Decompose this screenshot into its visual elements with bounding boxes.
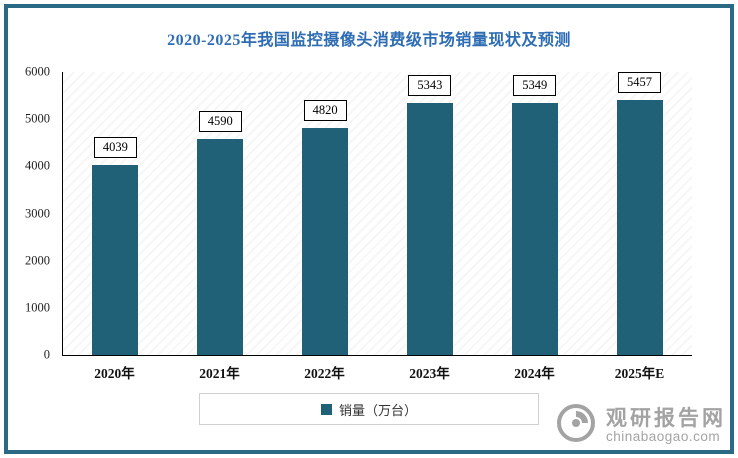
x-axis-label: 2020年: [94, 366, 135, 381]
watermark-logo-icon: [554, 401, 598, 450]
y-tick-label: 4000: [25, 158, 50, 173]
y-axis-ticks: 0 1000 2000 3000 4000 5000 6000: [0, 65, 58, 362]
legend-label: 销量（万台）: [338, 402, 417, 418]
bar-group: 5457: [587, 72, 692, 355]
bar: [616, 100, 663, 355]
bar-group: 4820: [273, 72, 378, 355]
y-tick-label: 5000: [25, 111, 50, 126]
bar-value-label: 4820: [303, 99, 347, 121]
bar: [302, 127, 349, 355]
chart-frame: [4, 4, 734, 454]
bar-group: 4590: [168, 72, 273, 355]
legend-swatch: [320, 403, 332, 415]
x-axis-label: 2025年E: [614, 366, 665, 381]
y-tick-label: 0: [43, 347, 50, 362]
chart-title: 2020-2025年我国监控摄像头消费级市场销量现状及预测: [167, 32, 571, 49]
x-axis-label: 2024年: [514, 366, 555, 381]
plot-area: 4039 4590 4820 5343 5349 5457: [62, 72, 692, 356]
bar: [92, 164, 139, 355]
y-tick-label: 6000: [25, 64, 50, 79]
y-tick-label: 2000: [25, 253, 50, 268]
y-tick-label: 1000: [25, 300, 50, 315]
bar-value-label: 5457: [618, 72, 662, 93]
bar-group: 5349: [482, 72, 587, 355]
bar-group: 4039: [63, 72, 168, 355]
x-axis-labels: 2020年 2021年 2022年 2023年 2024年 2025年E: [62, 362, 692, 382]
bar-value-label: 4590: [198, 110, 242, 132]
bar-value-label: 5343: [408, 75, 452, 96]
legend: 销量（万台）: [199, 393, 539, 425]
watermark-text: 观研报告网 chinabaogao.com: [606, 405, 726, 445]
bar-value-label: 5349: [513, 74, 557, 96]
x-axis-label: 2022年: [304, 366, 345, 381]
y-tick-label: 3000: [25, 206, 50, 220]
watermark: 观研报告网 chinabaogao.com: [554, 401, 726, 450]
x-axis-label: 2021年: [199, 366, 240, 381]
watermark-domain: chinabaogao.com: [606, 428, 721, 444]
x-axis-label: 2023年: [409, 366, 450, 381]
watermark-brand: 观研报告网: [606, 405, 726, 430]
bar: [197, 138, 244, 355]
bar-group: 5343: [377, 72, 482, 355]
bar: [511, 102, 558, 355]
bar-value-label: 4039: [93, 136, 137, 158]
bar: [406, 103, 453, 355]
